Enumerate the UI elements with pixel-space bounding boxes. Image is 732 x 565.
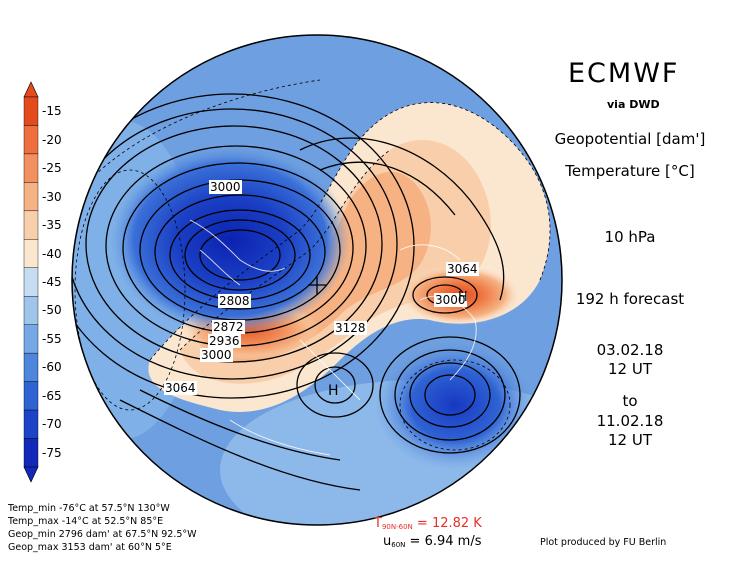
t-value: = 12.82 K (416, 516, 482, 531)
colorbar-tick-label: -15 (42, 104, 62, 119)
high-marker: H (328, 383, 339, 399)
valid-time: 12 UT (608, 431, 652, 449)
source-label: via DWD (607, 98, 660, 111)
colorbar-segment (23, 267, 39, 297)
colorbar-tick-label: -35 (42, 218, 62, 233)
colorbar-tick-label: -25 (42, 161, 62, 176)
colorbar-tick-label: -30 (42, 189, 62, 204)
colorbar-top-arrow (23, 81, 39, 98)
to-label: to (622, 392, 638, 410)
contour-label: 3064 (164, 381, 197, 395)
colorbar-segment (23, 438, 39, 468)
contour-label: 3128 (334, 321, 367, 335)
variable-temperature: Temperature [°C] (565, 162, 695, 180)
contour-label: 2808 (218, 294, 251, 308)
pole-marker (308, 276, 326, 294)
colorbar-tick-label: -60 (42, 360, 62, 375)
contour-label: 3000 (200, 348, 233, 362)
colorbar-tick-label: -65 (42, 388, 62, 403)
u-subscript: 60N (391, 541, 406, 549)
valid-date: 11.02.18 (596, 412, 664, 430)
brand-title: ECMWF (568, 58, 680, 89)
colorbar-tick-label: -55 (42, 331, 62, 346)
pressure-level: 10 hPa (604, 228, 656, 246)
polar-temp-index: T90N-60N = 12.82 K (374, 516, 482, 531)
colorbar-tick-label: -45 (42, 275, 62, 289)
temp-min-stat: Temp_min -76°C at 57.5°N 130°W (8, 503, 170, 514)
variable-geopotential: Geopotential [dam'] (554, 130, 706, 148)
t-subscript: 90N-60N (381, 523, 413, 531)
colorbar-segment (23, 239, 39, 268)
colorbar-segment (23, 324, 39, 354)
geop-min-stat: Geop_min 2796 dam' at 67.5°N 92.5°W (8, 529, 197, 540)
contour-label: 3064 (446, 262, 479, 276)
colorbar-segment (23, 381, 39, 411)
contour-label: 3000 (209, 180, 242, 194)
geop-max-stat: Geop_max 3153 dam' at 60°N 5°E (8, 542, 172, 553)
colorbar-tick-label: -75 (42, 445, 62, 460)
colorbar-tick-label: -40 (42, 246, 62, 261)
contour-label: 3000 (434, 293, 467, 307)
colorbar-segment (23, 352, 39, 382)
u-symbol: u (383, 534, 392, 549)
colorbar-tick-label: -70 (42, 417, 62, 432)
temperature-contours (74, 79, 551, 451)
colorbar-segment (23, 125, 39, 155)
colorbar-bottom-arrow (23, 466, 39, 483)
colorbar-segment (23, 210, 39, 240)
colorbar-segment (23, 296, 39, 325)
map-border (71, 34, 563, 526)
u-value: = 6.94 m/s (409, 534, 482, 549)
coastlines (189, 219, 477, 456)
colorbar (23, 81, 39, 483)
init-date: 03.02.18 (596, 341, 664, 359)
colorbar-tick-label: -20 (42, 132, 62, 147)
high-marker: H (458, 290, 468, 305)
colorbar-segment (23, 182, 39, 212)
zonal-wind-index: u60N = 6.94 m/s (383, 534, 481, 549)
credit-text: Plot produced by FU Berlin (540, 537, 667, 548)
colorbar-segment (23, 409, 39, 439)
t-symbol: T (374, 516, 382, 531)
forecast-hour: 192 h forecast (575, 290, 685, 308)
temp-max-stat: Temp_max -14°C at 52.5°N 85°E (8, 516, 164, 527)
init-time: 12 UT (608, 360, 652, 378)
colorbar-segment (23, 96, 39, 126)
contour-label: 2872 (212, 320, 245, 334)
colorbar-tick-label: -50 (42, 303, 62, 318)
contour-label: 2936 (208, 334, 241, 348)
colorbar-segment (23, 153, 39, 183)
